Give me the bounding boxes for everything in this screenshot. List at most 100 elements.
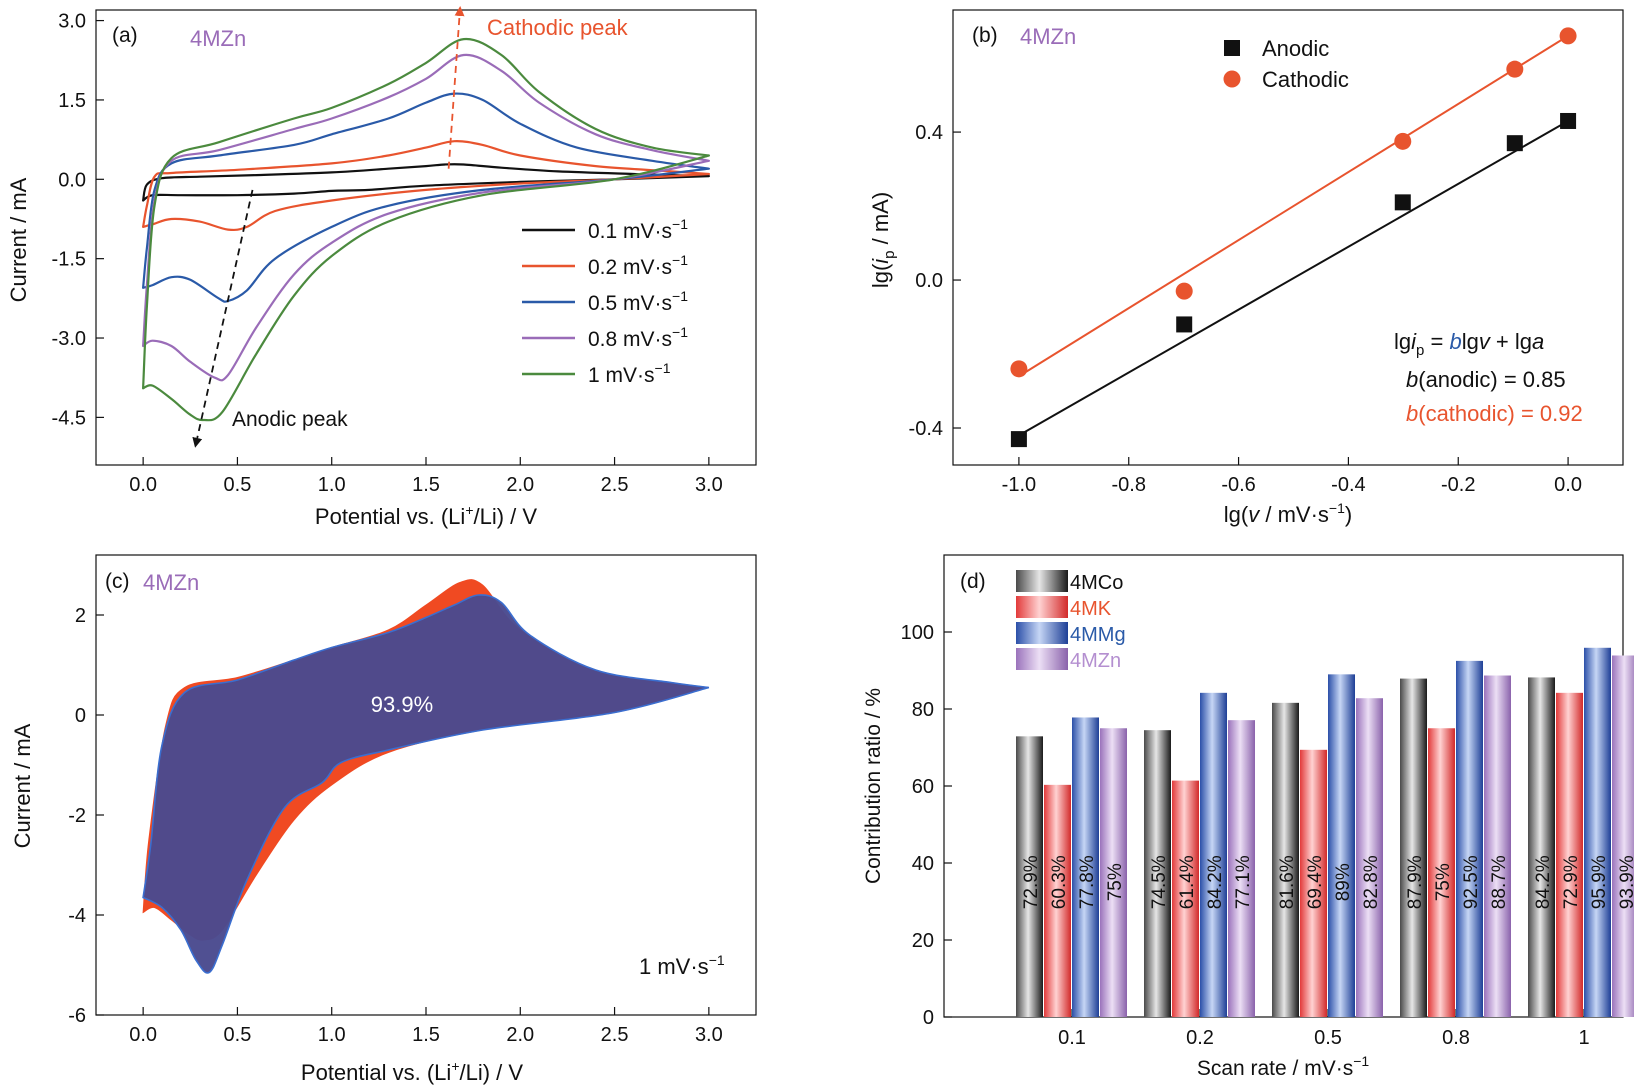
point-cathodic: [1175, 282, 1193, 300]
panel-b-xlabel: lg(v / mV·s−1): [1224, 500, 1352, 527]
fit-line-cathodic: [1018, 35, 1569, 378]
x-tick-label: 2.0: [506, 1024, 534, 1046]
bar-value-label: 75%: [1433, 863, 1454, 901]
x-tick-label: 0.0: [129, 1024, 157, 1046]
y-tick-label: 100: [901, 622, 934, 644]
bar-4mk: [1172, 780, 1199, 1017]
bar-4mmg: [1200, 692, 1227, 1017]
y-tick-label: 0.4: [915, 122, 943, 144]
panel-a-ylabel: Current / mA: [6, 177, 31, 302]
panel-b-frame: [952, 9, 1624, 466]
bar-4mk: [1300, 749, 1327, 1017]
cv-loop-3: [142, 53, 710, 382]
legend-label: Anodic: [1262, 36, 1329, 61]
y-tick-label: 80: [912, 699, 934, 721]
y-tick-label: 0: [75, 705, 86, 727]
bar-value-label: 88.7%: [1489, 855, 1510, 909]
panel-b-equation: lgip = blgv + lga: [1394, 329, 1544, 359]
x-tick-label: 1.5: [412, 474, 440, 496]
bar-value-label: 77.1%: [1233, 855, 1254, 909]
x-tick-label: 0.5: [1314, 1027, 1342, 1049]
bar-value-label: 74.5%: [1149, 855, 1170, 909]
legend-marker-cathodic: [1223, 70, 1241, 88]
panel-c-label: (c): [105, 570, 130, 593]
y-tick-label: 1.5: [58, 90, 86, 112]
bar-4mzn: [1356, 698, 1383, 1017]
legend-label: 4MK: [1070, 598, 1112, 620]
panel-c-areas: [142, 579, 710, 974]
bar-value-label: 93.9%: [1617, 855, 1634, 909]
point-cathodic: [1506, 60, 1524, 78]
bar-value-label: 95.9%: [1589, 855, 1610, 909]
panel-b-legend: Anodic Cathodic: [1223, 36, 1349, 92]
panel-d-legend: 4MCo 4MK 4MMg 4MZn: [1016, 570, 1126, 672]
point-cathodic: [1010, 360, 1028, 378]
bar-4mzn: [1612, 655, 1634, 1017]
bar-value-label: 61.4%: [1177, 855, 1198, 909]
x-tick-label: 0.1: [1058, 1027, 1086, 1049]
point-anodic: [1010, 431, 1027, 448]
y-tick-label: -2: [68, 805, 86, 827]
bar-4mzn: [1484, 675, 1511, 1017]
x-tick-label: 2.0: [506, 474, 534, 496]
x-tick-label: 0.5: [224, 1024, 252, 1046]
panel-b-points: [1010, 27, 1577, 448]
panel-a-series: [142, 37, 710, 422]
bar-4mmg: [1328, 674, 1355, 1017]
bar-4mzn: [1100, 728, 1127, 1017]
panel-b-log-plot: -1.0 -0.8 -0.6 -0.4 -0.2 0.0 0.4 0.0 -0.4 (b) 4M…: [868, 9, 1624, 527]
panel-c-xlabel: Potential vs. (Li+/Li) / V: [301, 1058, 523, 1085]
bar-4mco: [1144, 730, 1171, 1017]
bar-4mmg: [1584, 647, 1611, 1017]
legend-label: 0.1 mV·s−1: [588, 216, 688, 243]
bar-4mco: [1272, 702, 1299, 1017]
y-tick-label: -4.5: [52, 407, 86, 429]
bar-value-label: 75%: [1105, 863, 1126, 901]
x-tick-label: -0.2: [1441, 474, 1475, 496]
legend-marker-anodic: [1224, 40, 1240, 56]
bar-4mco: [1016, 736, 1043, 1017]
legend-label: 0.5 mV·s−1: [588, 288, 688, 315]
panel-c-scan-rate-label: 1 mV·s−1: [639, 952, 725, 979]
panel-a-axes: 0.0 0.5 1.0 1.5 2.0 2.5 3.0 3.0 1.5 0.0 -1.5 -3.0 -4…: [52, 11, 723, 496]
x-tick-label: 0.0: [129, 474, 157, 496]
x-tick-label: 1: [1578, 1027, 1589, 1049]
panel-b-fit-lines: [1018, 35, 1569, 437]
legend-swatch-4mmg: [1016, 622, 1068, 644]
x-tick-label: 3.0: [695, 474, 723, 496]
point-anodic: [1394, 194, 1411, 211]
cv-loop-4: [142, 37, 710, 422]
panel-b-b-anodic: b(anodic) = 0.85: [1406, 367, 1566, 392]
y-tick-label: -4: [68, 905, 86, 927]
y-tick-label: 3.0: [58, 11, 86, 33]
panel-c-ylabel: Current / mA: [10, 723, 35, 848]
panel-d-label: (d): [960, 570, 986, 593]
legend-label: 4MMg: [1070, 624, 1126, 646]
x-tick-label: 1.0: [318, 474, 346, 496]
panel-c-capacitive-contribution: 0.0 0.5 1.0 1.5 2.0 2.5 3.0 2 0 -2 -4 -6 (c) 4MZn 9…: [10, 554, 757, 1085]
bar-4mmg: [1456, 660, 1483, 1017]
panel-a-peak-arrows: [192, 6, 465, 448]
bar-value-label: 84.2%: [1533, 855, 1554, 909]
point-cathodic: [1559, 27, 1577, 45]
panel-d-ylabel: Contribution ratio / %: [862, 688, 885, 884]
panel-a-xlabel: Potential vs. (Li+/Li) / V: [315, 502, 537, 529]
y-tick-label: 60: [912, 776, 934, 798]
legend-label: Cathodic: [1262, 67, 1349, 92]
panel-a-cv-curves: 0.0 0.5 1.0 1.5 2.0 2.5 3.0 3.0 1.5 0.0 -1.5 -3.0 -4…: [6, 6, 757, 529]
x-tick-label: -0.6: [1221, 474, 1255, 496]
cv-loop-2: [142, 92, 710, 303]
y-tick-label: -6: [68, 1005, 86, 1027]
panel-b-axes: -1.0 -0.8 -0.6 -0.4 -0.2 0.0 0.4 0.0 -0.4: [909, 122, 1582, 496]
x-tick-label: 0.2: [1186, 1027, 1214, 1049]
panel-d-bars: 0.1 72.9% 60.3% 77.8% 75% 0.2 74.5% 61.4% 84.2% 7…: [1016, 647, 1634, 1049]
panel-a-legend: 0.1 mV·s−1 0.2 mV·s−1 0.5 mV·s−1 0.8 mV·s−1…: [522, 216, 688, 387]
panel-c-sample-label: 4MZn: [143, 570, 199, 595]
panel-d-contribution-bars: 0 20 40 60 80 100 0.1 72.9% 60.3% 77.8% 75% 0.2 74.…: [862, 554, 1634, 1080]
bar-value-label: 84.2%: [1205, 855, 1226, 909]
capacitive-area: [142, 594, 710, 974]
y-tick-label: 40: [912, 853, 934, 875]
bar-value-label: 77.8%: [1077, 855, 1098, 909]
point-cathodic: [1394, 132, 1412, 150]
